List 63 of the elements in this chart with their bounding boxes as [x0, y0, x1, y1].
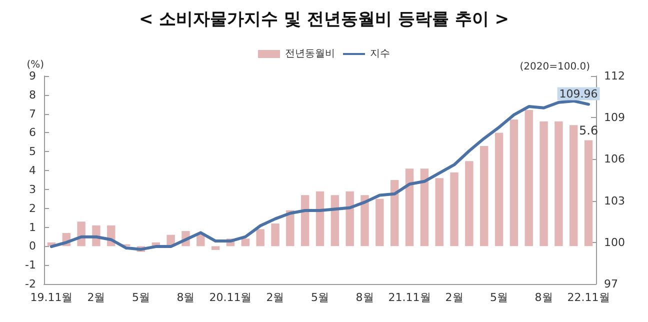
- bar: [494, 132, 504, 246]
- y-axis-title: (%): [26, 60, 44, 70]
- chart-title: < 소비자물가지수 및 전년동월비 등락률 추이 >: [139, 10, 509, 30]
- bar: [465, 161, 474, 246]
- y2-tick-label: 106: [604, 152, 625, 166]
- bar: [286, 210, 294, 246]
- data-label: 5.6: [578, 123, 598, 138]
- legend-label: 전년동월비: [285, 48, 335, 60]
- x-tick-label: 8월: [534, 291, 553, 304]
- bar: [524, 110, 533, 246]
- y-tick-label: 8: [29, 88, 36, 102]
- y-tick-label: 6: [29, 126, 36, 140]
- x-tick-label: 2월: [266, 291, 284, 304]
- data-label: 109.96: [559, 87, 598, 100]
- y2-tick-label: 97: [604, 278, 618, 290]
- bar: [450, 172, 458, 246]
- x-tick-label: 2월: [445, 291, 464, 304]
- bar: [435, 178, 444, 246]
- y2-tick-label: 100: [604, 236, 625, 249]
- y-tick-label: 9: [29, 70, 36, 82]
- bar: [346, 191, 354, 246]
- y-tick-label: -1: [25, 258, 36, 272]
- y-tick-label: 5: [29, 145, 36, 158]
- bar: [256, 229, 264, 246]
- x-tick-label: 8월: [176, 291, 195, 304]
- x-tick-label: 20.11월: [209, 291, 252, 304]
- bar: [271, 223, 280, 246]
- bar: [211, 246, 220, 250]
- bar: [420, 168, 429, 246]
- bar: [330, 195, 340, 246]
- legend-label: 지수: [370, 48, 390, 60]
- bar: [510, 119, 518, 246]
- bar: [360, 195, 369, 246]
- bar: [570, 125, 578, 246]
- x-tick-label: 21.11월: [388, 291, 431, 304]
- bar: [300, 195, 310, 246]
- x-tick-label: 5월: [311, 291, 329, 304]
- x-tick-label: 22.11월: [567, 291, 610, 304]
- x-tick-label: 8월: [356, 291, 374, 304]
- bar: [390, 180, 399, 246]
- bar: [241, 238, 250, 246]
- y-tick-label: 2: [29, 202, 36, 215]
- y2-tick-label: 109: [604, 111, 625, 124]
- y2-tick-label: 112: [604, 70, 625, 82]
- text: (2020=100.0): [520, 62, 590, 72]
- bar: [540, 121, 548, 246]
- bar: [480, 146, 488, 246]
- bar: [584, 140, 593, 246]
- bar: [554, 121, 563, 246]
- bar: [405, 168, 414, 246]
- y-tick-label: -2: [25, 278, 36, 290]
- x-tick-label: 5월: [132, 291, 150, 304]
- y2-tick-label: 103: [604, 194, 625, 208]
- y-tick-label: 0: [29, 240, 36, 253]
- x-tick-label: 19.11월: [30, 291, 73, 304]
- x-tick-label: 5월: [490, 291, 508, 304]
- bar: [316, 191, 324, 246]
- x-tick-label: 2월: [87, 291, 106, 304]
- y-tick-label: 3: [29, 182, 36, 196]
- y-tick-label: 4: [29, 164, 36, 178]
- bar: [376, 198, 384, 246]
- y-tick-label: 7: [29, 107, 36, 120]
- y-tick-label: 1: [29, 220, 36, 234]
